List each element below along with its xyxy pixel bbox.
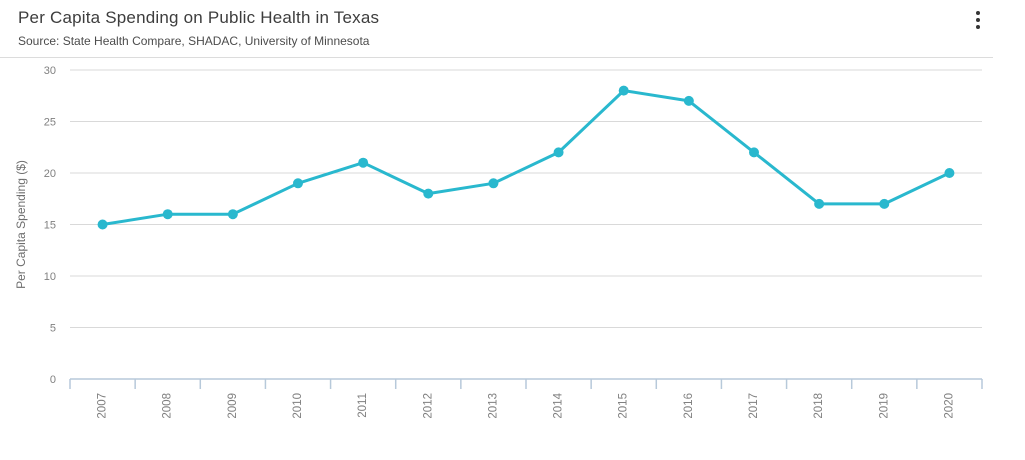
y-tick-label: 30	[44, 65, 56, 77]
y-tick-label: 15	[44, 220, 56, 232]
kebab-menu-icon[interactable]	[969, 6, 987, 34]
x-tick-label-2011: 2011	[357, 393, 369, 418]
header-divider	[0, 57, 993, 58]
kebab-dot	[976, 11, 980, 15]
x-tick-label-2013: 2013	[487, 393, 499, 419]
data-point-2009[interactable]	[227, 209, 238, 220]
data-point-2008[interactable]	[162, 209, 173, 220]
line-series	[101, 89, 951, 226]
y-tick-label: 10	[44, 271, 56, 283]
kebab-dot	[976, 18, 980, 22]
data-point-2020[interactable]	[944, 168, 955, 178]
x-tick-label-2020: 2020	[943, 393, 955, 419]
kebab-dot	[976, 25, 980, 29]
data-point-2015[interactable]	[618, 85, 629, 96]
data-point-2011[interactable]	[358, 157, 369, 168]
y-tick-label: 20	[44, 168, 56, 180]
x-tick-label-2019: 2019	[878, 393, 890, 419]
data-point-2010[interactable]	[293, 178, 303, 189]
x-tick-label-2016: 2016	[683, 393, 695, 419]
data-point-2012[interactable]	[423, 188, 434, 199]
x-tick-label-2010: 2010	[292, 393, 304, 419]
line-chart: 0 5 10 15 20 25 30 Per Capita Spending ($) 2007 2…	[14, 65, 983, 419]
x-tick-label-2015: 2015	[618, 393, 630, 419]
data-point-2016[interactable]	[683, 95, 694, 106]
data-point-2014[interactable]	[553, 147, 564, 158]
data-point-2007[interactable]	[97, 219, 108, 230]
y-axis-title: Per Capita Spending ($)	[14, 160, 28, 289]
y-tick-label: 5	[50, 323, 56, 335]
chart-header: Per Capita Spending on Public Health in …	[0, 0, 1025, 57]
data-point-2019[interactable]	[879, 198, 890, 209]
data-point-2013[interactable]	[488, 178, 499, 189]
x-tick-label-2007: 2007	[97, 393, 109, 419]
chart-title: Per Capita Spending on Public Health in …	[18, 8, 380, 27]
chart-source: Source: State Health Compare, SHADAC, Un…	[18, 34, 370, 48]
x-tick-label-2014: 2014	[553, 392, 565, 418]
x-tick-label-2009: 2009	[227, 393, 239, 419]
y-tick-label: 0	[50, 374, 56, 386]
data-point-2018[interactable]	[814, 198, 825, 209]
x-tick-label-2017: 2017	[748, 393, 760, 419]
data-point-2017[interactable]	[749, 147, 759, 158]
y-tick-label: 25	[44, 117, 56, 129]
x-tick-label-2018: 2018	[813, 393, 825, 419]
x-tick-label-2012: 2012	[422, 393, 434, 419]
x-tick-label-2008: 2008	[162, 393, 174, 419]
line-chart-area: 0 5 10 15 20 25 30 Per Capita Spending ($) 2007 2…	[0, 58, 1025, 455]
